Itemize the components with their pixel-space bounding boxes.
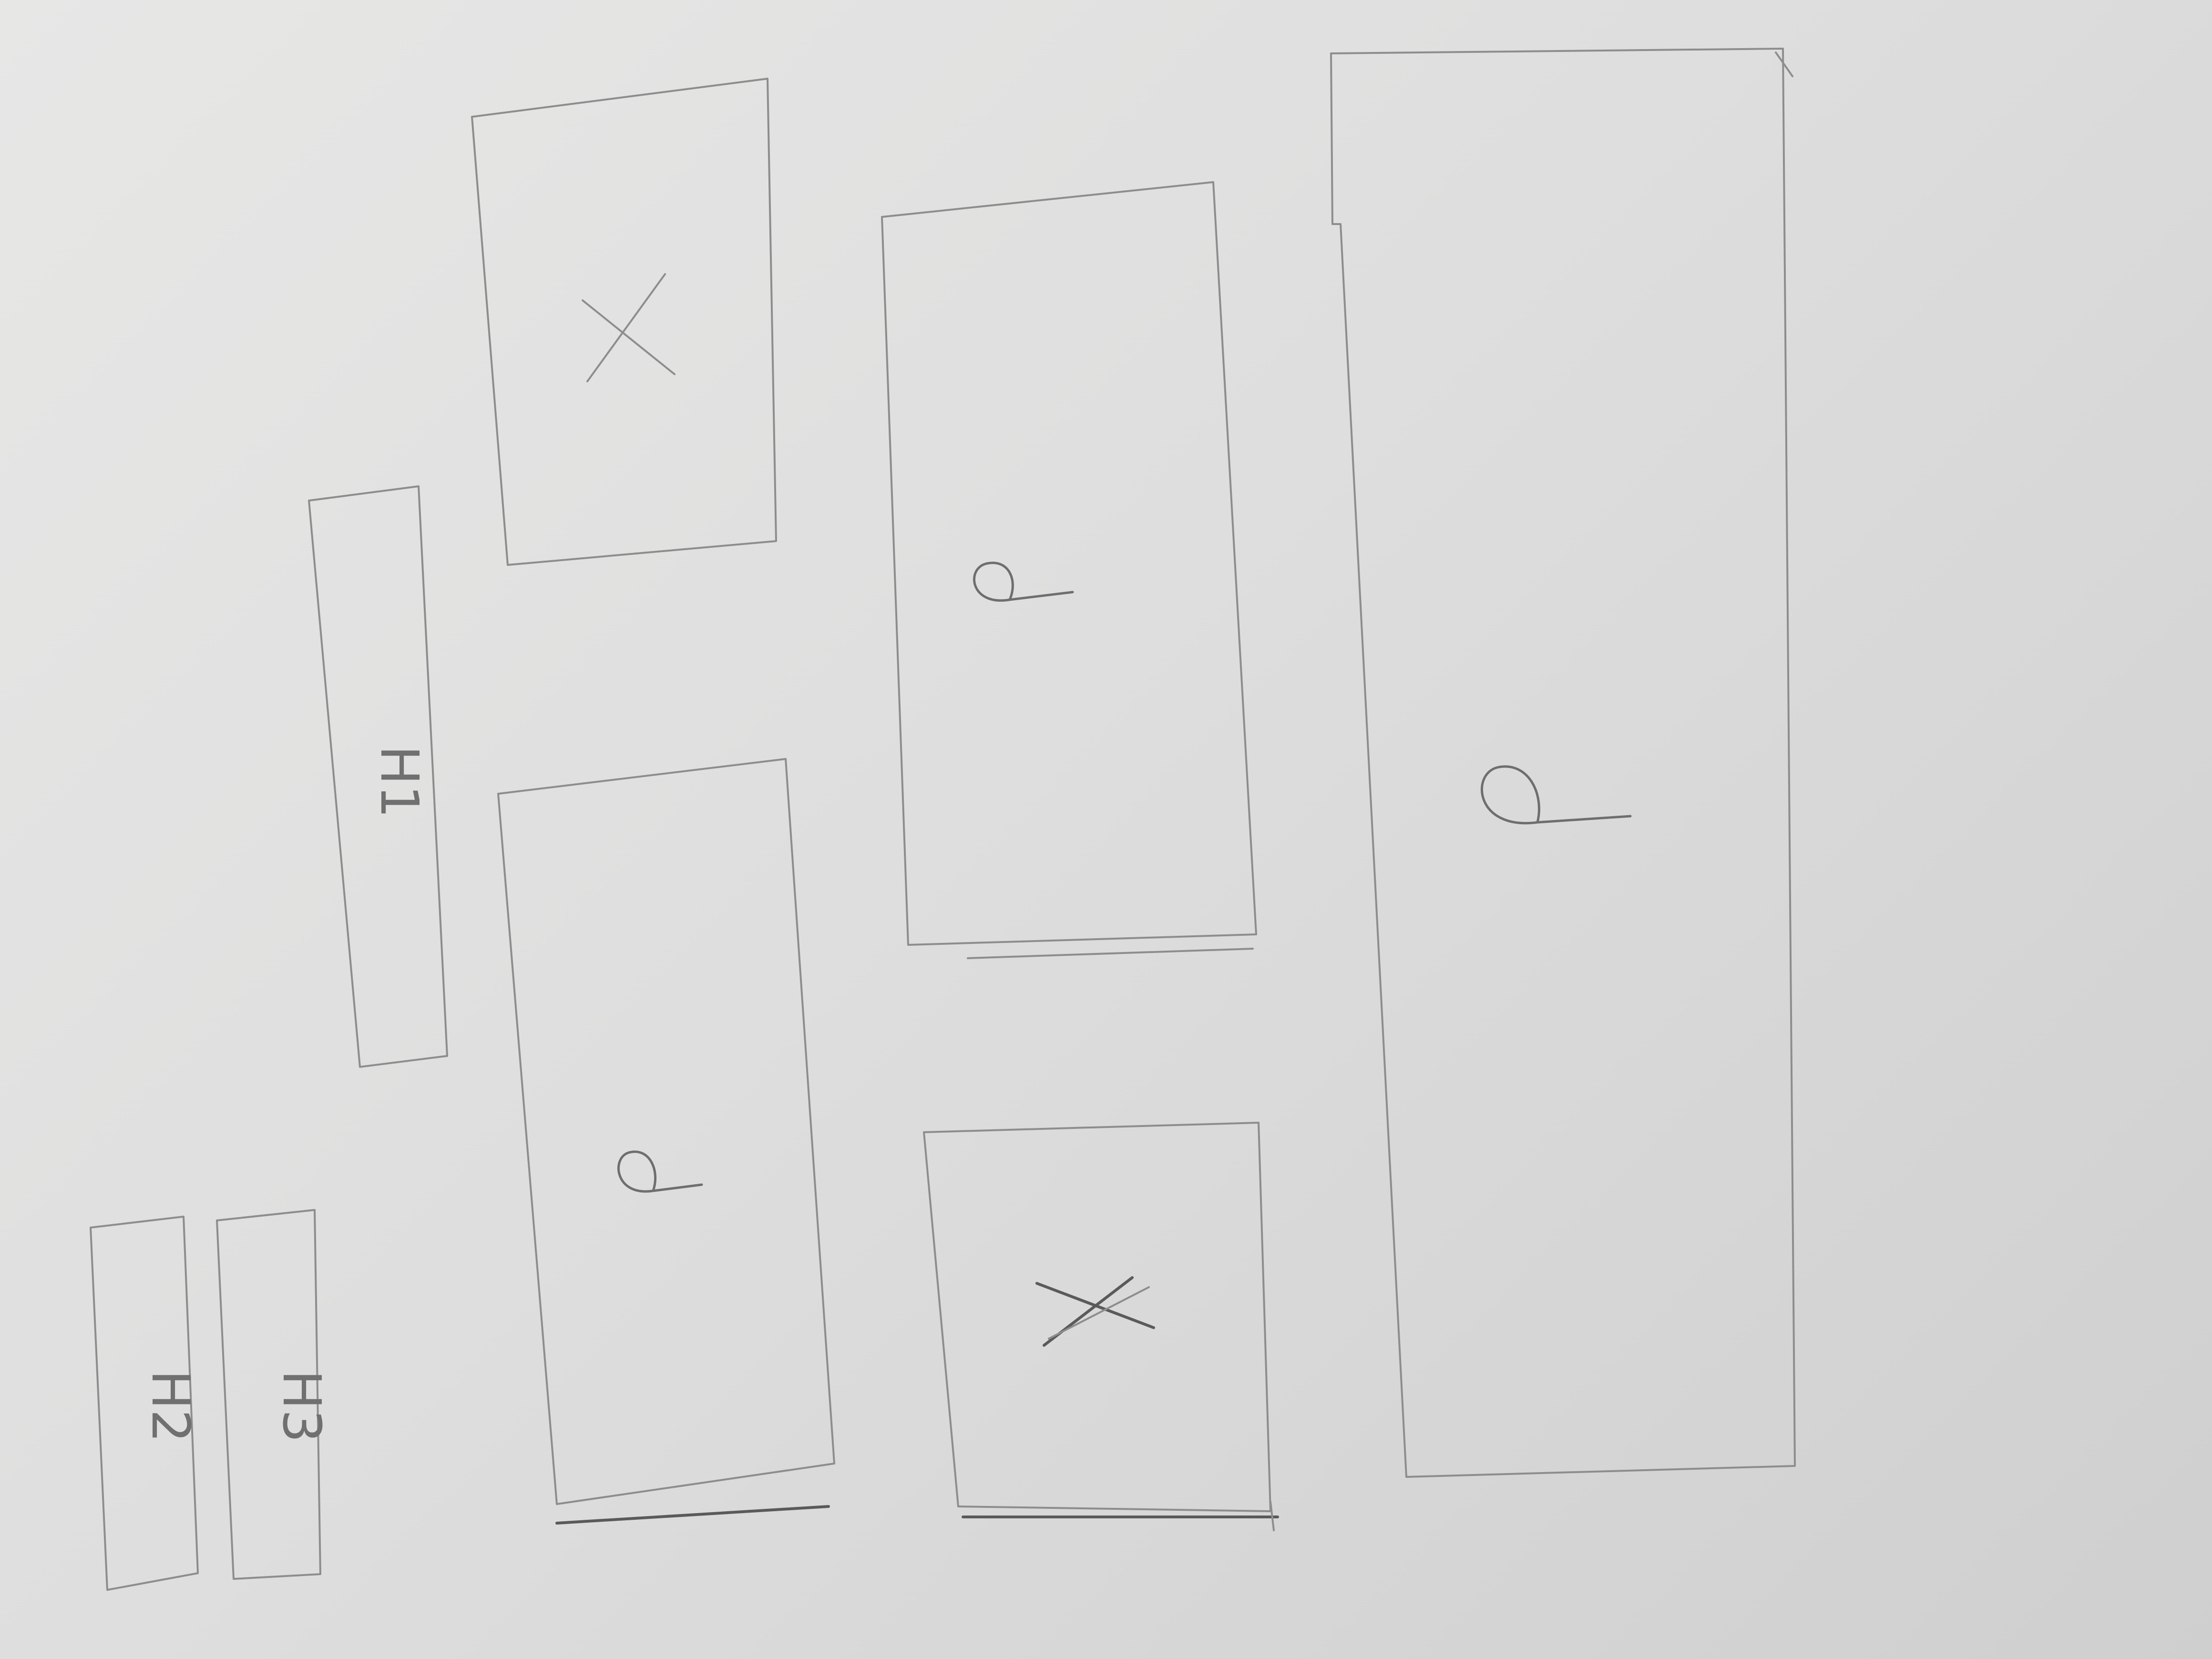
- image-placeholder-bottom: [923, 1122, 1279, 1531]
- heading-block-h1: H1: [308, 485, 448, 1068]
- paragraph-block-middle: [881, 181, 1257, 959]
- heading-label-h3: H3: [271, 1370, 332, 1443]
- paragraph-block-left: [497, 758, 835, 1525]
- paragraph-icon: [973, 562, 1074, 602]
- heading-label-h2: H2: [140, 1370, 201, 1443]
- heading-block-h2: H2: [90, 1216, 201, 1591]
- cross-icon: [1035, 1276, 1155, 1347]
- heading-block-h3: H3: [216, 1209, 332, 1580]
- cross-icon: [582, 273, 676, 382]
- paragraph-icon: [617, 1150, 703, 1193]
- image-placeholder-top: [471, 78, 777, 566]
- heading-label-h1: H1: [369, 746, 430, 819]
- paragraph-icon: [1481, 765, 1632, 825]
- paragraph-block-right-tall: [1330, 48, 1796, 1478]
